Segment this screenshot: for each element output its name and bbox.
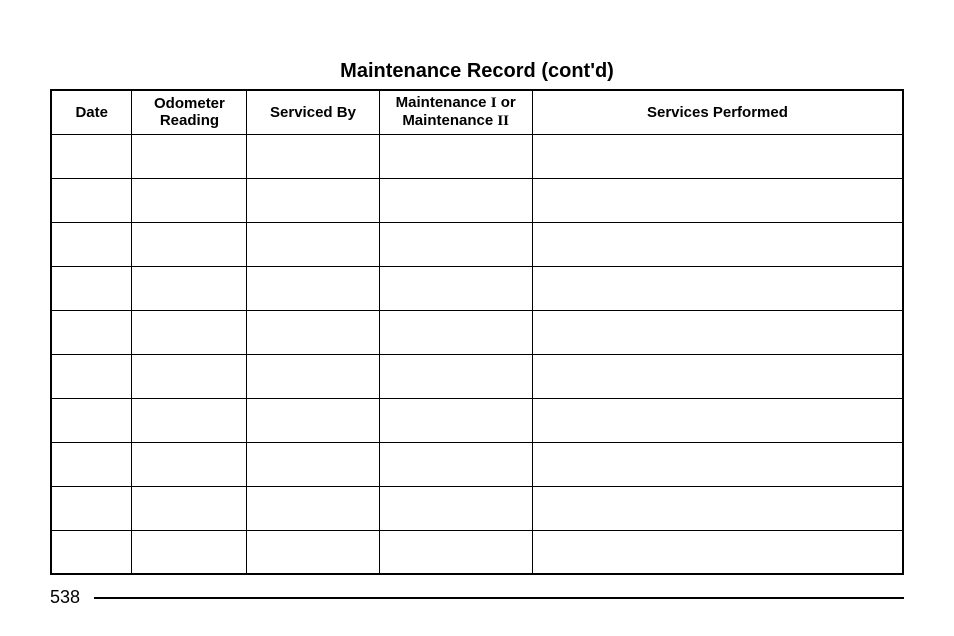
- cell-serviced-by: [247, 134, 379, 178]
- mtype-line1-b: or: [497, 94, 516, 111]
- cell-date: [51, 178, 132, 222]
- col-header-odometer-line1: Odometer: [154, 95, 225, 112]
- cell-maintenance-type: [379, 222, 532, 266]
- cell-serviced-by: [247, 178, 379, 222]
- table-row: [51, 486, 903, 530]
- cell-date: [51, 310, 132, 354]
- cell-services-performed: [532, 486, 903, 530]
- table-row: [51, 442, 903, 486]
- cell-maintenance-type: [379, 310, 532, 354]
- cell-services-performed: [532, 530, 903, 574]
- cell-date: [51, 398, 132, 442]
- cell-maintenance-type: [379, 442, 532, 486]
- table-row: [51, 134, 903, 178]
- mtype-line2-a: Maintenance: [402, 112, 497, 129]
- cell-maintenance-type: [379, 134, 532, 178]
- page-footer: 538: [50, 587, 904, 608]
- table-row: [51, 310, 903, 354]
- cell-services-performed: [532, 442, 903, 486]
- col-header-odometer-line2: Reading: [160, 112, 219, 129]
- footer-rule: [94, 597, 904, 599]
- cell-serviced-by: [247, 310, 379, 354]
- mtype-line1-a: Maintenance: [396, 94, 491, 111]
- cell-odometer: [132, 266, 247, 310]
- col-header-serviced-by: Serviced By: [247, 90, 379, 134]
- cell-maintenance-type: [379, 266, 532, 310]
- page: Maintenance Record (cont'd) Date Odomete…: [0, 0, 954, 636]
- table-body: [51, 134, 903, 574]
- cell-serviced-by: [247, 530, 379, 574]
- cell-odometer: [132, 178, 247, 222]
- cell-odometer: [132, 134, 247, 178]
- mtype-line2-roman: II: [497, 113, 509, 129]
- col-header-date: Date: [51, 90, 132, 134]
- cell-date: [51, 134, 132, 178]
- table-row: [51, 266, 903, 310]
- cell-odometer: [132, 354, 247, 398]
- cell-services-performed: [532, 354, 903, 398]
- cell-services-performed: [532, 222, 903, 266]
- cell-services-performed: [532, 398, 903, 442]
- table-row: [51, 222, 903, 266]
- cell-serviced-by: [247, 266, 379, 310]
- cell-date: [51, 442, 132, 486]
- cell-odometer: [132, 310, 247, 354]
- cell-maintenance-type: [379, 486, 532, 530]
- cell-services-performed: [532, 134, 903, 178]
- cell-maintenance-type: [379, 178, 532, 222]
- cell-odometer: [132, 486, 247, 530]
- cell-services-performed: [532, 178, 903, 222]
- maintenance-record-table: Date Odometer Reading Serviced By Mainte…: [50, 89, 904, 575]
- cell-maintenance-type: [379, 530, 532, 574]
- table-row: [51, 530, 903, 574]
- cell-serviced-by: [247, 354, 379, 398]
- cell-serviced-by: [247, 398, 379, 442]
- cell-date: [51, 222, 132, 266]
- cell-serviced-by: [247, 222, 379, 266]
- col-header-odometer: Odometer Reading: [132, 90, 247, 134]
- cell-date: [51, 266, 132, 310]
- cell-date: [51, 354, 132, 398]
- cell-odometer: [132, 222, 247, 266]
- cell-services-performed: [532, 266, 903, 310]
- page-title: Maintenance Record (cont'd): [50, 60, 904, 83]
- col-header-services-performed: Services Performed: [532, 90, 903, 134]
- cell-maintenance-type: [379, 398, 532, 442]
- table-row: [51, 354, 903, 398]
- cell-serviced-by: [247, 442, 379, 486]
- col-header-maintenance-type: Maintenance I or Maintenance II: [379, 90, 532, 134]
- table-header-row: Date Odometer Reading Serviced By Mainte…: [51, 90, 903, 134]
- cell-odometer: [132, 530, 247, 574]
- cell-date: [51, 530, 132, 574]
- cell-odometer: [132, 398, 247, 442]
- cell-date: [51, 486, 132, 530]
- table-row: [51, 398, 903, 442]
- cell-serviced-by: [247, 486, 379, 530]
- cell-odometer: [132, 442, 247, 486]
- cell-services-performed: [532, 310, 903, 354]
- table-row: [51, 178, 903, 222]
- cell-maintenance-type: [379, 354, 532, 398]
- page-number: 538: [50, 587, 80, 608]
